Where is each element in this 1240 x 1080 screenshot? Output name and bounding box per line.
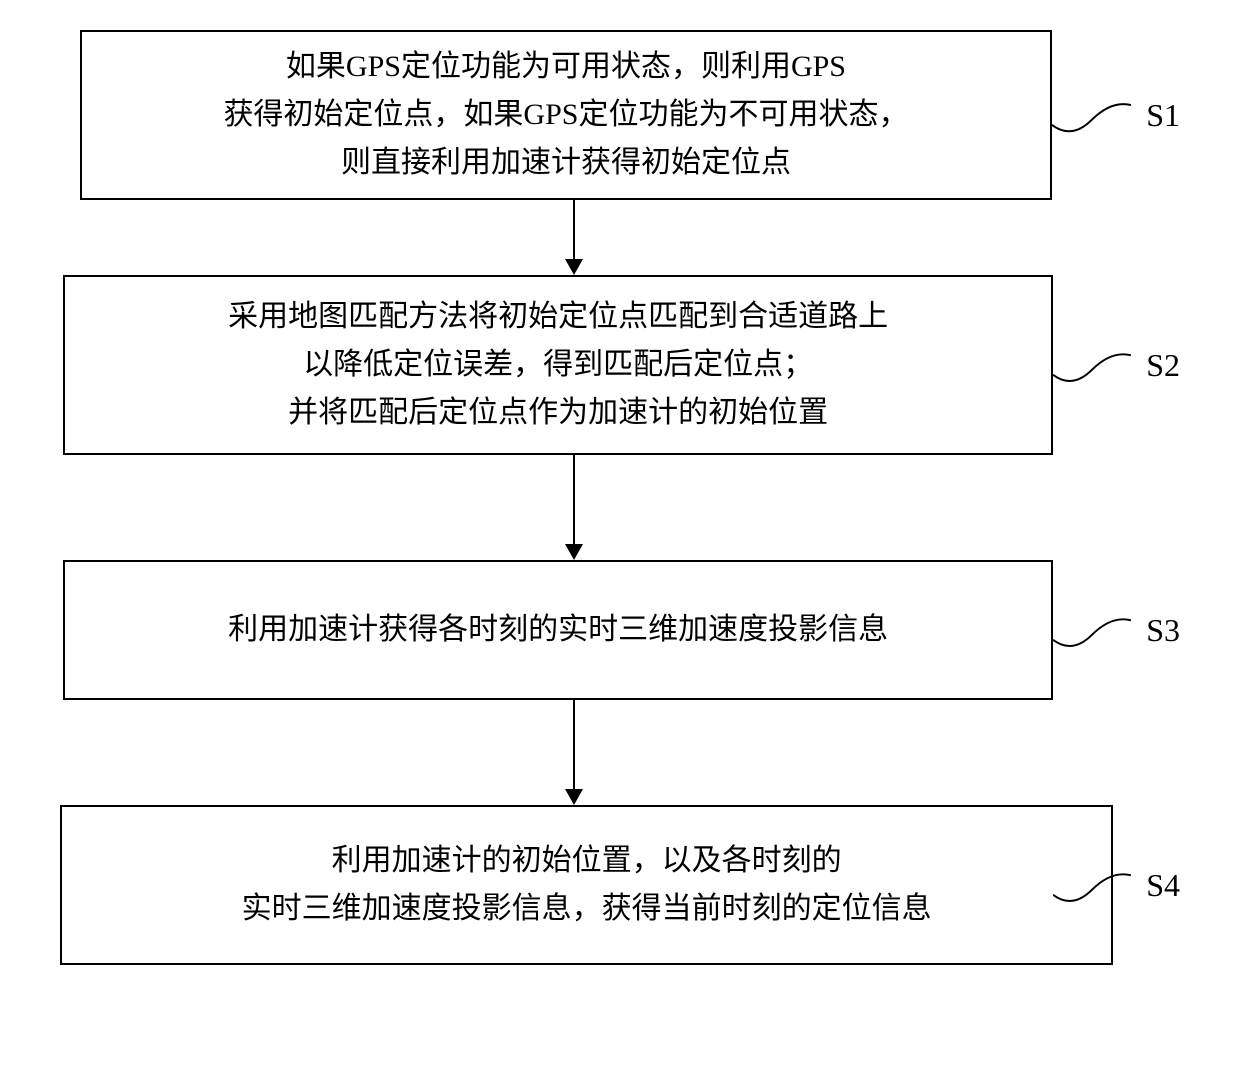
step-row-s1: 如果GPS定位功能为可用状态，则利用GPS 获得初始定位点，如果GPS定位功能为… — [60, 30, 1180, 200]
connector-s2-s3 — [60, 455, 1180, 560]
step-box-s4: 利用加速计的初始位置，以及各时刻的 实时三维加速度投影信息，获得当前时刻的定位信… — [60, 805, 1113, 965]
arrow-s2-s3 — [565, 455, 583, 560]
connector-s3-s4 — [60, 700, 1180, 805]
step-s1-line-0: 如果GPS定位功能为可用状态，则利用GPS — [286, 43, 846, 91]
arrow-line — [573, 455, 575, 545]
arrow-down-icon — [565, 259, 583, 275]
step-box-s2: 采用地图匹配方法将初始定位点匹配到合适道路上 以降低定位误差，得到匹配后定位点；… — [63, 275, 1053, 455]
step-row-s2: 采用地图匹配方法将初始定位点匹配到合适道路上 以降低定位误差，得到匹配后定位点；… — [60, 275, 1180, 455]
arrow-s1-s2 — [565, 200, 583, 275]
step-box-s3: 利用加速计获得各时刻的实时三维加速度投影信息 — [63, 560, 1053, 700]
arrow-s3-s4 — [565, 700, 583, 805]
arrow-down-icon — [565, 789, 583, 805]
step-s1-line-1: 获得初始定位点，如果GPS定位功能为不可用状态， — [223, 91, 908, 139]
label-connector-s3 — [1053, 600, 1131, 660]
step-row-s4: 利用加速计的初始位置，以及各时刻的 实时三维加速度投影信息，获得当前时刻的定位信… — [60, 805, 1180, 965]
step-label-s3: S3 — [1146, 612, 1180, 649]
step-s2-line-1: 以降低定位误差，得到匹配后定位点； — [303, 341, 813, 389]
step-label-s2: S2 — [1146, 347, 1180, 384]
step-s2-line-0: 采用地图匹配方法将初始定位点匹配到合适道路上 — [228, 293, 888, 341]
step-s4-line-0: 利用加速计的初始位置，以及各时刻的 — [332, 837, 842, 885]
step-box-s1: 如果GPS定位功能为可用状态，则利用GPS 获得初始定位点，如果GPS定位功能为… — [80, 30, 1052, 200]
step-s1-line-2: 则直接利用加速计获得初始定位点 — [341, 139, 791, 187]
step-label-s1: S1 — [1146, 97, 1180, 134]
arrow-line — [573, 700, 575, 790]
label-connector-s4 — [1053, 855, 1131, 915]
label-connector-s2 — [1053, 335, 1131, 395]
step-label-s4: S4 — [1146, 867, 1180, 904]
step-s2-line-2: 并将匹配后定位点作为加速计的初始位置 — [288, 389, 828, 437]
connector-s1-s2 — [60, 200, 1180, 275]
step-s3-line-0: 利用加速计获得各时刻的实时三维加速度投影信息 — [228, 606, 888, 654]
arrow-line — [573, 200, 575, 260]
label-connector-s1 — [1052, 85, 1131, 145]
step-s4-line-1: 实时三维加速度投影信息，获得当前时刻的定位信息 — [242, 885, 932, 933]
step-row-s3: 利用加速计获得各时刻的实时三维加速度投影信息 S3 — [60, 560, 1180, 700]
arrow-down-icon — [565, 544, 583, 560]
flowchart-container: 如果GPS定位功能为可用状态，则利用GPS 获得初始定位点，如果GPS定位功能为… — [60, 30, 1180, 965]
